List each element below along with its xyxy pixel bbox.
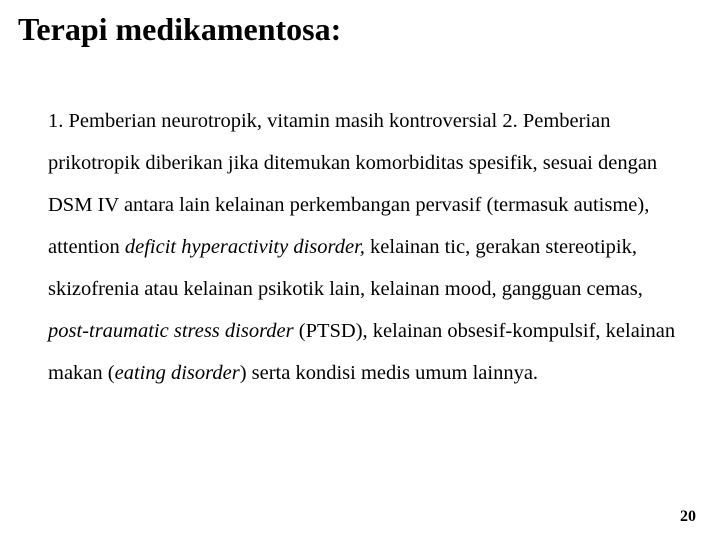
slide: Terapi medikamentosa: 1. Pemberian neuro… (0, 0, 720, 540)
slide-body: 1. Pemberian neurotropik, vitamin masih … (48, 100, 678, 394)
body-text-span: ) serta kondisi medis umum lainnya. (240, 362, 538, 384)
body-text-span: 1. Pemberian neurotropik, vitamin masih … (48, 110, 502, 132)
body-text-italic: post-traumatic stress disorder (48, 320, 294, 342)
body-text-italic: deficit hyperactivity disorder, (125, 236, 365, 258)
slide-title: Terapi medikamentosa: (18, 12, 341, 47)
body-text-italic: eating disorder (115, 362, 240, 384)
page-number: 20 (680, 508, 696, 526)
